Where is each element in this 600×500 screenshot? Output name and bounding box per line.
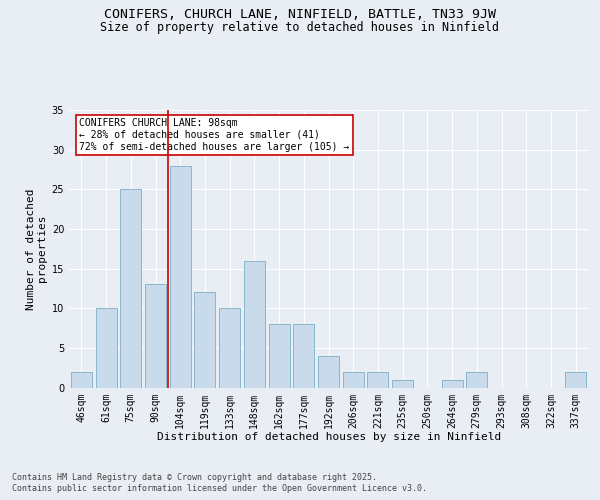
Bar: [170, 166, 191, 388]
Text: Contains HM Land Registry data © Crown copyright and database right 2025.: Contains HM Land Registry data © Crown c…: [12, 472, 377, 482]
Bar: [269, 324, 290, 388]
Text: CONIFERS CHURCH LANE: 98sqm
← 28% of detached houses are smaller (41)
72% of sem: CONIFERS CHURCH LANE: 98sqm ← 28% of det…: [79, 118, 350, 152]
Bar: [145, 284, 166, 388]
Bar: [71, 372, 92, 388]
Bar: [466, 372, 487, 388]
Bar: [120, 190, 141, 388]
Bar: [194, 292, 215, 388]
Y-axis label: Number of detached
properties: Number of detached properties: [26, 188, 47, 310]
Bar: [565, 372, 586, 388]
Text: Distribution of detached houses by size in Ninfield: Distribution of detached houses by size …: [157, 432, 501, 442]
Text: CONIFERS, CHURCH LANE, NINFIELD, BATTLE, TN33 9JW: CONIFERS, CHURCH LANE, NINFIELD, BATTLE,…: [104, 8, 496, 20]
Bar: [343, 372, 364, 388]
Bar: [392, 380, 413, 388]
Bar: [244, 260, 265, 388]
Bar: [367, 372, 388, 388]
Bar: [442, 380, 463, 388]
Bar: [95, 308, 116, 388]
Bar: [293, 324, 314, 388]
Text: Size of property relative to detached houses in Ninfield: Size of property relative to detached ho…: [101, 21, 499, 34]
Bar: [219, 308, 240, 388]
Bar: [318, 356, 339, 388]
Text: Contains public sector information licensed under the Open Government Licence v3: Contains public sector information licen…: [12, 484, 427, 493]
